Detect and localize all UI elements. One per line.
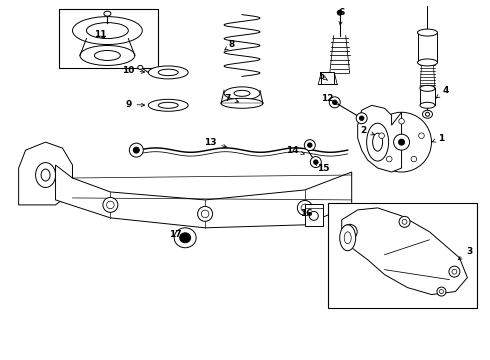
Ellipse shape bbox=[340, 225, 356, 251]
Circle shape bbox=[103, 197, 118, 212]
Ellipse shape bbox=[372, 133, 383, 151]
Circle shape bbox=[399, 216, 410, 227]
Ellipse shape bbox=[417, 29, 438, 36]
Ellipse shape bbox=[95, 50, 121, 60]
Polygon shape bbox=[55, 165, 352, 228]
Text: 17: 17 bbox=[169, 230, 185, 239]
Circle shape bbox=[379, 133, 385, 139]
Circle shape bbox=[310, 157, 321, 167]
Ellipse shape bbox=[104, 11, 111, 16]
Bar bbox=[305, 204, 323, 226]
Bar bbox=[417, 32, 438, 62]
Circle shape bbox=[308, 143, 312, 147]
Text: 6: 6 bbox=[339, 8, 345, 25]
Ellipse shape bbox=[158, 102, 178, 108]
Circle shape bbox=[314, 160, 318, 164]
Circle shape bbox=[449, 266, 460, 277]
Circle shape bbox=[329, 97, 340, 108]
Circle shape bbox=[399, 118, 404, 124]
Circle shape bbox=[297, 201, 312, 215]
Ellipse shape bbox=[234, 90, 250, 96]
Ellipse shape bbox=[86, 23, 128, 39]
Circle shape bbox=[342, 224, 357, 239]
Circle shape bbox=[393, 134, 410, 150]
Ellipse shape bbox=[138, 66, 143, 69]
Polygon shape bbox=[342, 208, 467, 294]
Circle shape bbox=[360, 116, 364, 121]
Text: 13: 13 bbox=[204, 138, 226, 148]
Text: 1: 1 bbox=[432, 134, 444, 143]
Text: 12: 12 bbox=[321, 94, 339, 105]
Ellipse shape bbox=[422, 110, 433, 118]
Text: 5: 5 bbox=[318, 72, 328, 81]
Ellipse shape bbox=[224, 87, 260, 100]
Ellipse shape bbox=[80, 45, 135, 66]
Circle shape bbox=[356, 113, 367, 124]
Circle shape bbox=[411, 156, 416, 162]
Text: 10: 10 bbox=[122, 66, 145, 75]
Ellipse shape bbox=[420, 85, 435, 91]
Ellipse shape bbox=[41, 169, 50, 181]
Ellipse shape bbox=[148, 66, 188, 79]
Circle shape bbox=[309, 211, 318, 220]
Text: 8: 8 bbox=[225, 40, 235, 50]
Ellipse shape bbox=[174, 228, 196, 248]
Polygon shape bbox=[358, 105, 401, 172]
Text: 7: 7 bbox=[225, 94, 239, 103]
Ellipse shape bbox=[420, 102, 435, 108]
Circle shape bbox=[304, 140, 315, 150]
Ellipse shape bbox=[158, 69, 178, 76]
Circle shape bbox=[437, 287, 446, 296]
Circle shape bbox=[197, 206, 213, 221]
Polygon shape bbox=[19, 142, 73, 205]
Circle shape bbox=[371, 112, 432, 172]
Ellipse shape bbox=[221, 98, 263, 108]
Circle shape bbox=[387, 156, 392, 162]
Ellipse shape bbox=[367, 123, 389, 161]
Circle shape bbox=[398, 139, 405, 145]
Ellipse shape bbox=[417, 59, 438, 66]
Bar bbox=[420, 88, 435, 105]
Ellipse shape bbox=[148, 99, 188, 111]
Ellipse shape bbox=[36, 163, 55, 188]
Text: 15: 15 bbox=[315, 162, 330, 172]
Ellipse shape bbox=[73, 17, 142, 45]
Circle shape bbox=[337, 10, 342, 15]
Bar bbox=[58, 9, 158, 68]
Text: 4: 4 bbox=[436, 86, 449, 98]
Bar bbox=[328, 203, 477, 307]
Bar bbox=[321, 72, 334, 84]
Text: 9: 9 bbox=[125, 100, 145, 109]
Circle shape bbox=[418, 133, 424, 139]
Circle shape bbox=[333, 100, 337, 104]
Ellipse shape bbox=[180, 233, 191, 243]
Text: 11: 11 bbox=[94, 30, 107, 39]
Text: 14: 14 bbox=[286, 145, 304, 154]
Circle shape bbox=[133, 147, 139, 153]
Text: 2: 2 bbox=[361, 126, 374, 135]
Ellipse shape bbox=[425, 112, 429, 116]
Circle shape bbox=[129, 143, 143, 157]
Text: 16: 16 bbox=[299, 210, 312, 219]
Text: 3: 3 bbox=[458, 247, 472, 260]
